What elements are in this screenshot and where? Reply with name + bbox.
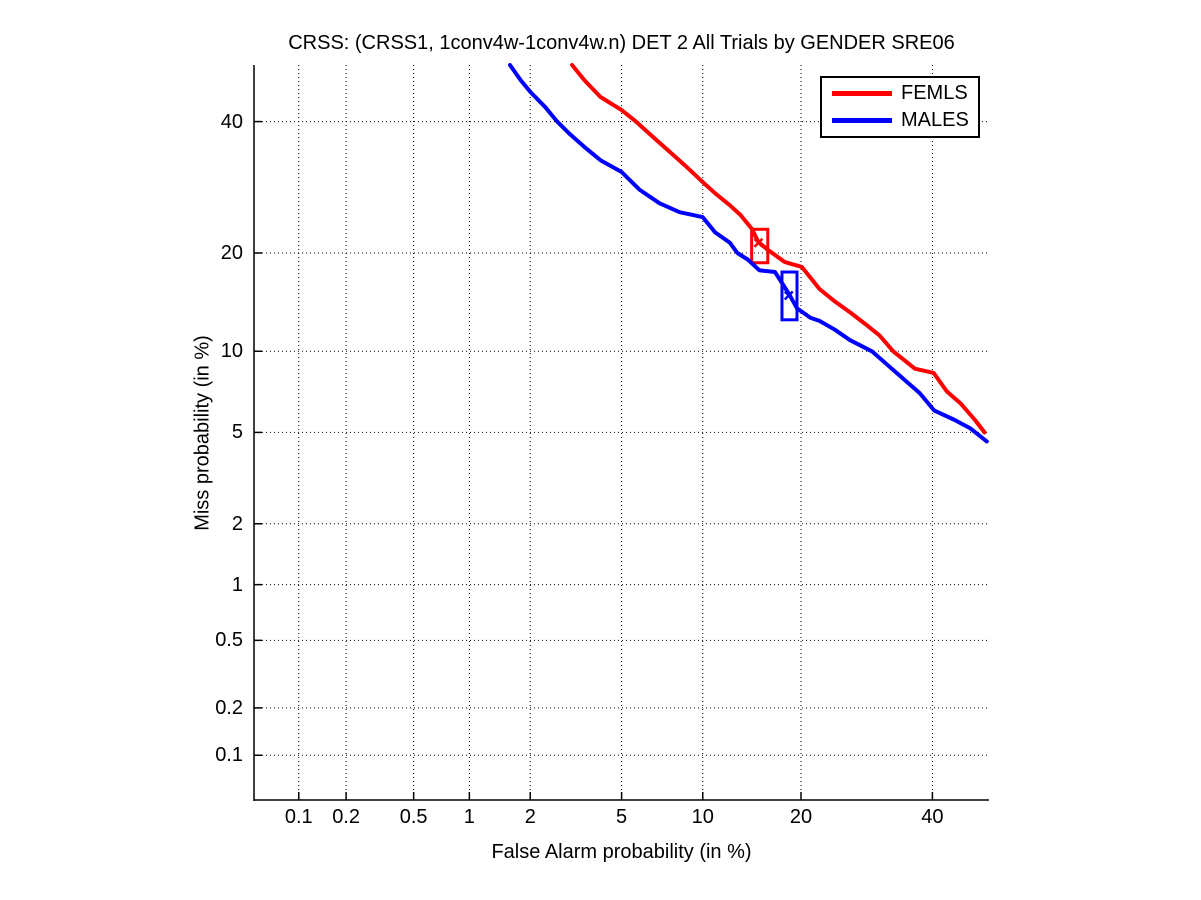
y-tick-label: 5	[231, 421, 243, 444]
dcf-point-femls	[753, 237, 764, 248]
legend: FEMLS MALES	[820, 76, 980, 138]
dcf-box-femls	[750, 227, 770, 265]
x-tick-label: 1	[463, 806, 475, 828]
legend-item-femls: FEMLS	[822, 82, 978, 105]
y-axis-label: Miss probability (in %)	[191, 335, 214, 531]
y-tick-label: 10	[220, 340, 243, 363]
x-axis-label: False Alarm probability (in %)	[491, 841, 752, 863]
femls-line-swatch	[832, 91, 892, 96]
y-tick-label: 1	[231, 573, 243, 596]
y-tick-label: 0.1	[215, 744, 243, 767]
legend-label-femls: FEMLS	[901, 82, 968, 104]
dcf-point-males	[783, 290, 794, 301]
det-curve-males	[508, 63, 989, 444]
males-line-swatch	[832, 118, 892, 123]
y-tick-label: 40	[220, 110, 243, 133]
x-tick-label: 0.1	[284, 806, 313, 828]
y-tick-label: 2	[231, 512, 243, 535]
y-tick-label: 0.2	[215, 696, 243, 719]
det-curve-femls	[570, 63, 987, 435]
y-tick-label: 0.5	[215, 629, 243, 652]
dcf-box-males	[780, 270, 799, 322]
x-tick-label: 5	[616, 806, 628, 828]
x-tick-label: 20	[789, 806, 813, 828]
legend-label-males: MALES	[901, 109, 969, 131]
x-tick-label: 2	[524, 806, 536, 828]
x-tick-label: 0.5	[399, 806, 428, 828]
x-tick-label: 10	[691, 806, 714, 828]
x-tick-label: 40	[921, 806, 944, 828]
y-tick-label: 20	[220, 241, 243, 264]
legend-item-males: MALES	[822, 109, 978, 132]
x-tick-label: 0.2	[332, 806, 360, 828]
chart-title: CRSS: (CRSS1, 1conv4w-1conv4w.n) DET 2 A…	[288, 32, 955, 54]
